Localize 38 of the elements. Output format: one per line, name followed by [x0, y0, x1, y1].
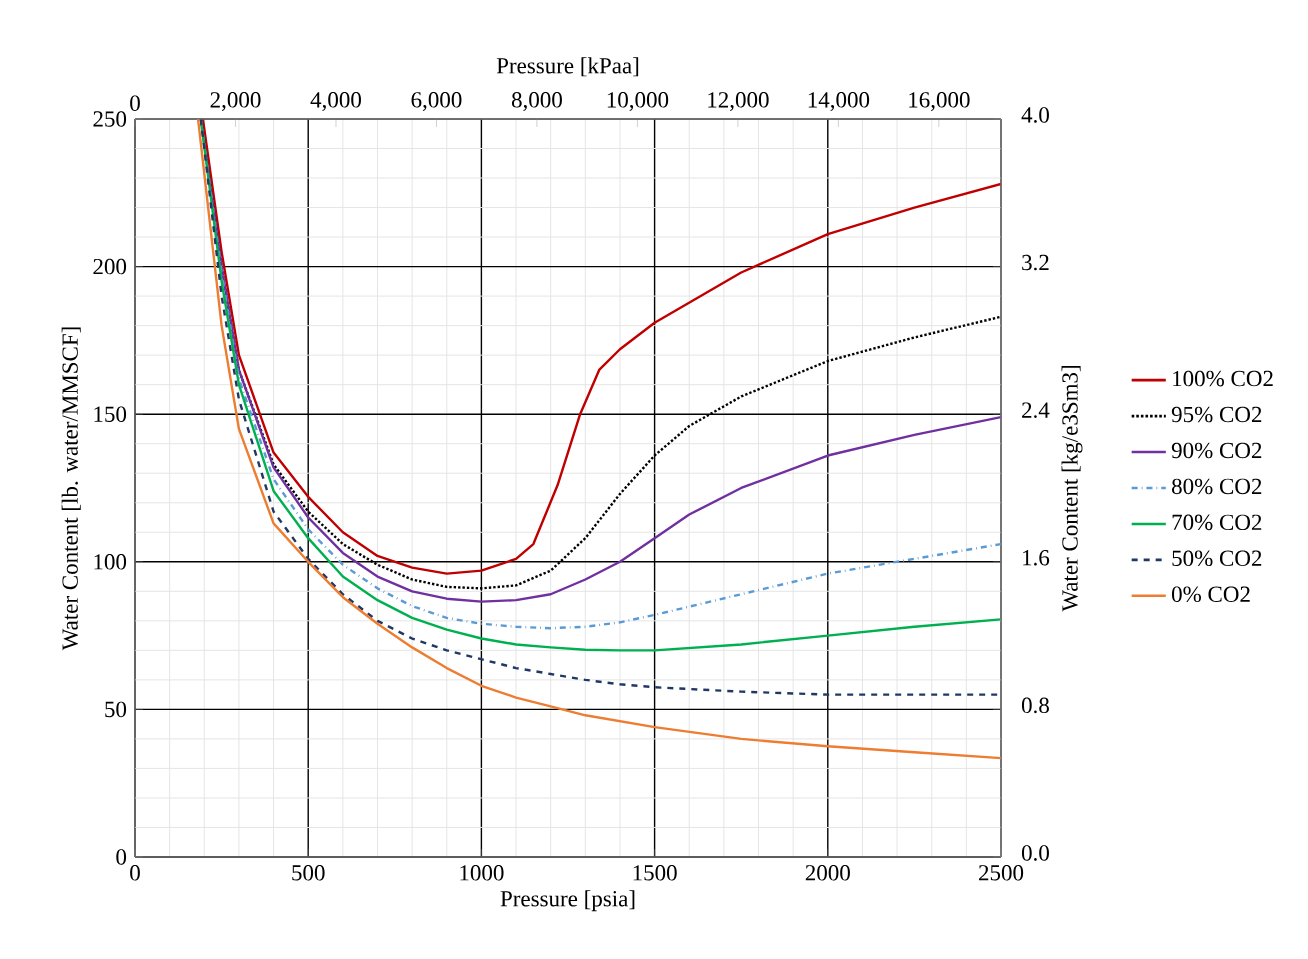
x2-tick-label: 0 [130, 95, 140, 111]
x-tick-label: 1500 [633, 865, 677, 881]
y-tick-label: 100 [94, 554, 127, 570]
y-axis-title: Water Content [lb. water/MMSCF] [61, 327, 81, 651]
legend-label: 80% CO2 [1171, 478, 1262, 495]
x2-tick-label: 16,000 [909, 92, 970, 111]
x2-tick-label: 10,000 [607, 92, 669, 111]
legend-label: 0% CO2 [1171, 586, 1250, 603]
x-tick-label: 0 [130, 865, 140, 881]
y-tick-label: 150 [94, 406, 127, 422]
x2-tick-label: 6,000 [411, 92, 462, 111]
x2-tick-label: 4,000 [310, 92, 361, 111]
y-tick-label: 0 [116, 849, 127, 865]
x-tick-label: 1000 [460, 865, 504, 881]
y2-tick-label: 2.4 [1022, 402, 1050, 418]
x-tick-label: 2500 [979, 865, 1024, 881]
x2-axis-title: Pressure [kPaa] [496, 57, 639, 77]
y2-tick-label: 0.8 [1021, 697, 1049, 714]
x-tick-label: 500 [292, 865, 325, 881]
x2-tick-label: 8,000 [511, 92, 562, 111]
y2-tick-label: 4.0 [1021, 107, 1049, 123]
y2-tick-label: 0.0 [1021, 845, 1049, 861]
legend-label: 95% CO2 [1171, 406, 1262, 423]
legend-label: 70% CO2 [1172, 514, 1262, 531]
y2-tick-label: 1.6 [1023, 550, 1050, 566]
x2-tick-label: 2,000 [210, 92, 261, 111]
y-tick-label: 250 [93, 111, 127, 127]
y-tick-label: 200 [93, 258, 127, 275]
y2-tick-label: 3.2 [1022, 254, 1049, 271]
x2-tick-label: 12,000 [708, 92, 769, 111]
legend-label: 90% CO2 [1171, 442, 1262, 459]
legend-label: 100% CO2 [1173, 370, 1273, 387]
legend-label: 50% CO2 [1172, 550, 1262, 567]
y-tick-label: 50 [105, 701, 127, 718]
x-axis-title: Pressure [psia] [500, 890, 635, 912]
y2-axis-title: Water Content [kg/e3Sm3] [1061, 366, 1083, 612]
x2-tick-label: 14,000 [808, 92, 870, 111]
x-tick-label: 2000 [805, 865, 850, 881]
